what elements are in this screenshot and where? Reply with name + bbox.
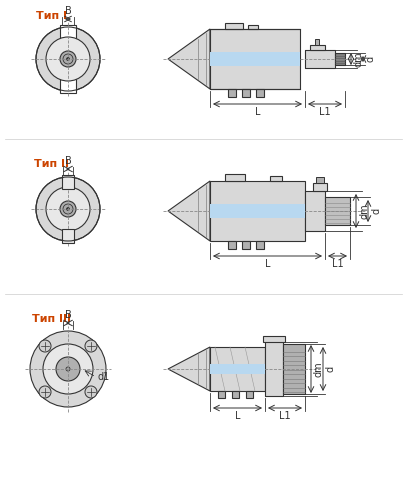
Circle shape — [85, 386, 97, 398]
Circle shape — [60, 51, 76, 67]
Bar — [225, 174, 245, 181]
Circle shape — [30, 331, 106, 407]
Bar — [305, 191, 325, 231]
Bar — [242, 89, 250, 97]
Text: L1: L1 — [332, 259, 344, 269]
Circle shape — [46, 187, 90, 231]
Bar — [246, 391, 253, 398]
Circle shape — [43, 344, 93, 394]
Bar — [210, 181, 305, 241]
Bar — [210, 52, 300, 66]
Text: d: d — [326, 366, 336, 372]
Text: L: L — [235, 411, 240, 421]
Bar — [310, 45, 325, 50]
Bar — [305, 50, 335, 68]
Text: B: B — [65, 310, 71, 320]
Text: d: d — [366, 56, 376, 62]
Bar — [228, 241, 236, 249]
Text: L1: L1 — [279, 411, 291, 421]
Text: B: B — [65, 6, 71, 16]
Circle shape — [39, 340, 51, 352]
Bar — [60, 79, 76, 93]
Bar — [263, 336, 285, 342]
Bar — [62, 175, 74, 189]
Text: d1: d1 — [98, 372, 110, 382]
Bar — [270, 176, 282, 181]
Bar — [325, 197, 350, 225]
Circle shape — [56, 357, 80, 381]
Circle shape — [66, 367, 70, 371]
Circle shape — [46, 37, 90, 81]
Bar — [313, 183, 327, 191]
Text: d: d — [371, 208, 381, 214]
Circle shape — [66, 207, 70, 210]
Text: L: L — [265, 259, 270, 269]
Text: L1: L1 — [319, 107, 331, 117]
Circle shape — [39, 386, 51, 398]
Bar — [248, 25, 258, 29]
Bar — [256, 241, 264, 249]
Text: B: B — [65, 156, 71, 166]
Bar — [210, 364, 265, 374]
Bar — [242, 241, 250, 249]
Bar — [256, 89, 264, 97]
Bar — [232, 391, 239, 398]
Circle shape — [63, 54, 73, 64]
Circle shape — [36, 177, 100, 241]
Text: dm: dm — [359, 203, 369, 219]
Circle shape — [85, 340, 97, 352]
Bar — [210, 204, 305, 218]
Bar — [60, 25, 76, 39]
Bar — [210, 347, 265, 391]
Bar — [335, 53, 345, 65]
Text: Тип I: Тип I — [37, 11, 68, 21]
Text: dm: dm — [314, 361, 324, 377]
Text: dm: dm — [354, 51, 364, 67]
Bar — [218, 391, 225, 398]
Circle shape — [63, 204, 73, 214]
Polygon shape — [168, 181, 210, 241]
Bar — [265, 341, 283, 396]
Polygon shape — [168, 347, 210, 391]
Polygon shape — [168, 29, 210, 89]
Circle shape — [66, 57, 70, 60]
Circle shape — [60, 201, 76, 217]
Bar — [283, 344, 305, 394]
Text: L: L — [255, 107, 260, 117]
Bar — [316, 177, 324, 183]
Text: Тип III: Тип III — [33, 314, 72, 324]
Bar — [228, 89, 236, 97]
Text: Тип II: Тип II — [35, 159, 70, 169]
Circle shape — [36, 27, 100, 91]
Bar — [315, 39, 319, 45]
Bar — [210, 29, 300, 89]
Bar — [225, 23, 243, 29]
Bar — [62, 229, 74, 243]
